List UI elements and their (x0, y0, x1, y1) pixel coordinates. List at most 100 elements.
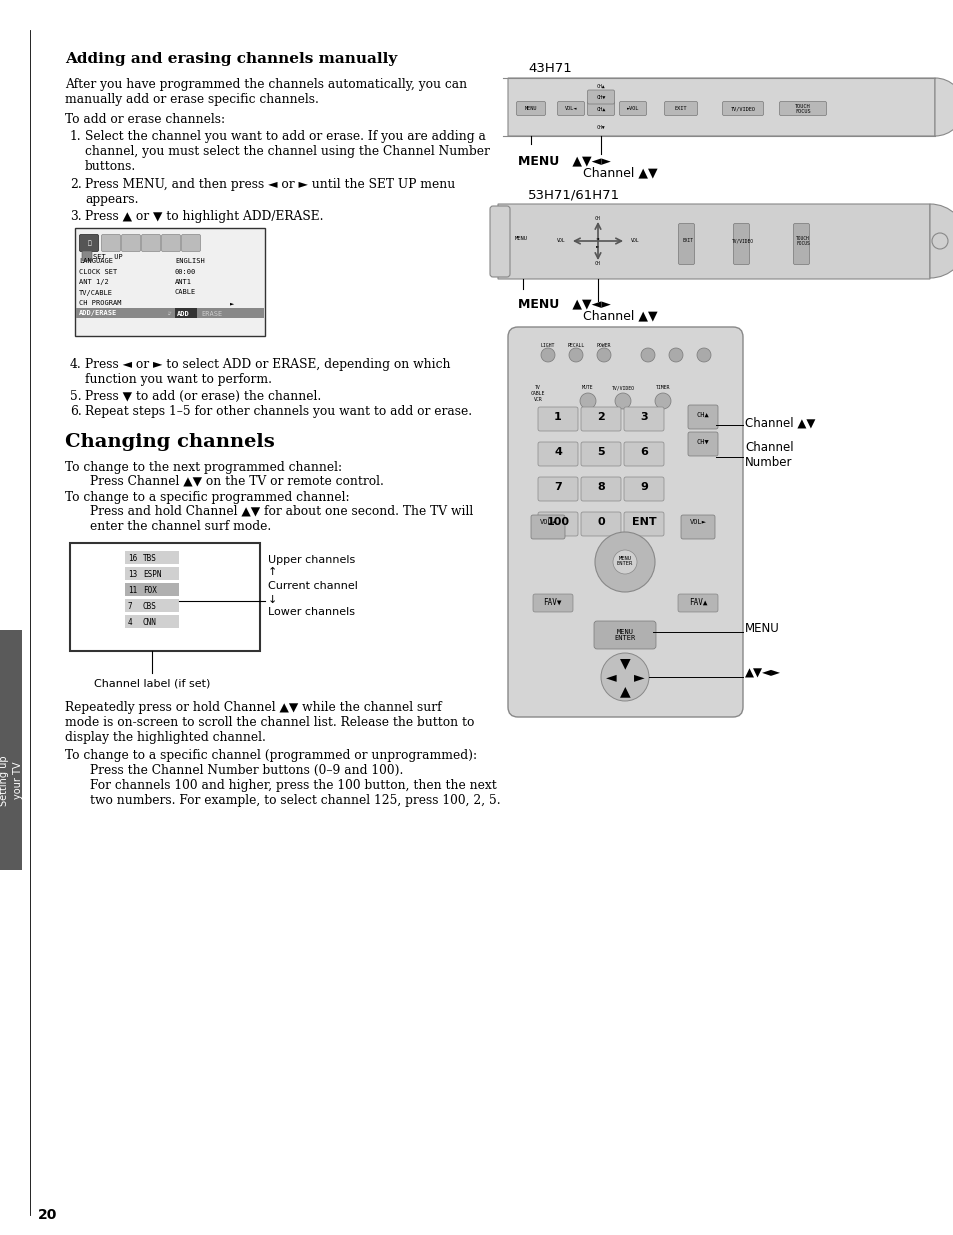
Text: ▲▼◄►: ▲▼◄► (744, 667, 781, 679)
Text: CNN: CNN (143, 618, 156, 627)
Circle shape (600, 653, 648, 701)
Bar (125, 599, 179, 613)
Text: 20: 20 (38, 1208, 57, 1221)
Bar (75, 228, 265, 336)
FancyBboxPatch shape (141, 235, 160, 252)
Text: TV
CABLE
VCR: TV CABLE VCR (530, 385, 544, 401)
Text: Press ▼ to add (or erase) the channel.: Press ▼ to add (or erase) the channel. (85, 390, 321, 403)
Circle shape (540, 348, 555, 362)
Text: Lower channels: Lower channels (268, 606, 355, 618)
Text: Channel ▲▼: Channel ▲▼ (744, 416, 815, 430)
Bar (0, 630, 22, 869)
Text: RECALL: RECALL (567, 343, 584, 348)
Wedge shape (934, 78, 953, 136)
Text: To change to a specific channel (programmed or unprogrammed):: To change to a specific channel (program… (65, 748, 476, 762)
FancyBboxPatch shape (490, 206, 510, 277)
Circle shape (595, 532, 655, 592)
Bar (125, 567, 179, 580)
Text: Current channel: Current channel (268, 580, 357, 592)
Text: Channel
Number: Channel Number (744, 441, 793, 469)
Text: ENGLISH: ENGLISH (174, 258, 205, 264)
Text: VOL►: VOL► (689, 519, 706, 525)
FancyBboxPatch shape (537, 477, 578, 501)
Text: channel, you must select the channel using the Channel Number: channel, you must select the channel usi… (85, 144, 489, 158)
FancyBboxPatch shape (537, 408, 578, 431)
Text: 3: 3 (639, 412, 647, 422)
Text: ◄: ◄ (596, 236, 598, 240)
Text: 4: 4 (554, 447, 561, 457)
Text: 43H71: 43H71 (527, 62, 571, 75)
Text: ESPN: ESPN (143, 571, 161, 579)
Text: VOL◄: VOL◄ (564, 106, 577, 111)
Circle shape (597, 348, 610, 362)
Text: 6: 6 (639, 447, 647, 457)
Text: Press ◄ or ► to select ADD or ERASE, depending on which: Press ◄ or ► to select ADD or ERASE, dep… (85, 358, 450, 370)
Text: 📺: 📺 (88, 240, 91, 246)
Circle shape (640, 348, 655, 362)
Text: two numbers. For example, to select channel 125, press 100, 2, 5.: two numbers. For example, to select chan… (90, 794, 500, 806)
Circle shape (697, 348, 710, 362)
Text: ADD: ADD (177, 310, 190, 316)
Text: FAV▲: FAV▲ (689, 598, 707, 606)
FancyBboxPatch shape (680, 515, 714, 538)
FancyBboxPatch shape (594, 621, 656, 650)
Text: EXIT: EXIT (674, 106, 686, 111)
Text: 5: 5 (597, 447, 604, 457)
Text: LANGUAGE: LANGUAGE (79, 258, 112, 264)
Text: 0: 0 (597, 517, 604, 527)
Text: ANT1: ANT1 (174, 279, 192, 285)
Text: Changing channels: Changing channels (65, 433, 274, 451)
Text: CH▼: CH▼ (596, 125, 604, 130)
Bar (174, 308, 196, 317)
FancyBboxPatch shape (623, 513, 663, 536)
FancyBboxPatch shape (557, 101, 584, 116)
Bar (125, 615, 179, 629)
FancyBboxPatch shape (580, 513, 620, 536)
Text: FOX: FOX (143, 585, 156, 595)
Text: TV/VIDEO: TV/VIDEO (611, 385, 634, 390)
Text: enter the channel surf mode.: enter the channel surf mode. (90, 520, 271, 534)
Text: ↓: ↓ (268, 595, 277, 605)
Text: 1: 1 (554, 412, 561, 422)
FancyBboxPatch shape (79, 235, 98, 252)
Text: For channels 100 and higher, press the 100 button, then the next: For channels 100 and higher, press the 1… (90, 779, 497, 792)
FancyBboxPatch shape (623, 408, 663, 431)
Text: 4: 4 (128, 618, 132, 627)
Text: 8: 8 (597, 482, 604, 492)
Text: TIMER: TIMER (655, 385, 670, 390)
Text: CH▲: CH▲ (596, 84, 604, 89)
FancyBboxPatch shape (687, 432, 718, 456)
Text: 13: 13 (128, 571, 137, 579)
Text: CH▲: CH▲ (696, 412, 709, 417)
Text: 7: 7 (554, 482, 561, 492)
FancyBboxPatch shape (533, 594, 573, 613)
Text: TOUCH
FOCUS: TOUCH FOCUS (795, 104, 810, 115)
Text: function you want to perform.: function you want to perform. (85, 373, 272, 387)
FancyBboxPatch shape (721, 101, 762, 116)
Text: To change to the next programmed channel:: To change to the next programmed channel… (65, 461, 342, 474)
Text: 1.: 1. (70, 130, 82, 143)
Text: CBS: CBS (143, 601, 156, 611)
Text: LIGHT: LIGHT (540, 343, 555, 348)
Text: MENU: MENU (524, 106, 537, 111)
FancyBboxPatch shape (181, 235, 200, 252)
Text: MENU
ENTER: MENU ENTER (614, 629, 635, 641)
Text: CH: CH (595, 261, 600, 266)
Text: SET  UP: SET UP (92, 254, 123, 261)
Bar (125, 583, 179, 597)
Text: CH PROGRAM: CH PROGRAM (79, 300, 121, 306)
FancyBboxPatch shape (580, 477, 620, 501)
Text: CH: CH (595, 216, 600, 221)
FancyBboxPatch shape (664, 101, 697, 116)
Text: Channel ▲▼: Channel ▲▼ (582, 165, 657, 179)
Text: To change to a specific programmed channel:: To change to a specific programmed chann… (65, 492, 349, 504)
Text: TV/VIDEO: TV/VIDEO (731, 238, 753, 243)
FancyBboxPatch shape (623, 477, 663, 501)
Text: ◄: ◄ (605, 671, 616, 684)
Text: POWER: POWER (597, 343, 611, 348)
Circle shape (568, 348, 582, 362)
Text: EXIT: EXIT (681, 238, 693, 243)
Text: Channel label (if set): Channel label (if set) (93, 679, 210, 689)
FancyBboxPatch shape (79, 235, 98, 252)
Text: mode is on-screen to scroll the channel list. Release the button to: mode is on-screen to scroll the channel … (65, 716, 474, 729)
